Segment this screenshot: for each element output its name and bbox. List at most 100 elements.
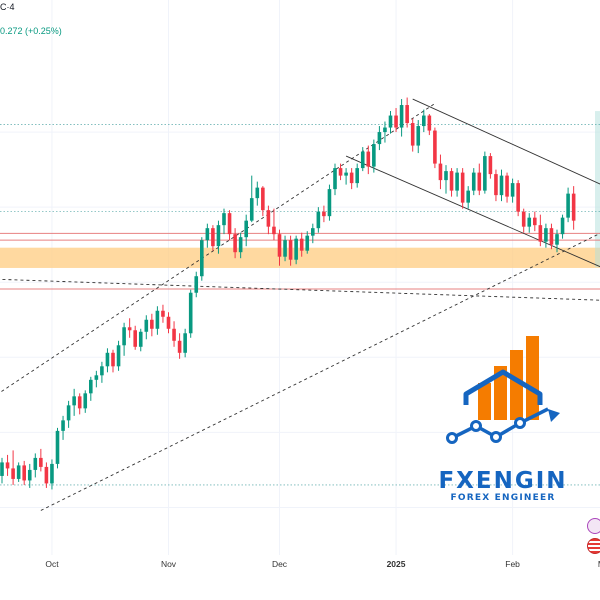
chart-grid (0, 0, 600, 555)
candle (372, 139, 376, 173)
candle (183, 328, 187, 358)
candle (89, 376, 93, 401)
candle (244, 214, 248, 247)
candle (549, 223, 554, 250)
candle-body (488, 156, 493, 175)
candle (211, 225, 215, 251)
candle (161, 304, 165, 323)
candle-body (560, 217, 565, 235)
candle (66, 400, 71, 428)
candle-body (499, 175, 504, 196)
candle-body (477, 172, 482, 191)
candle-body (155, 310, 160, 329)
candle-body (449, 171, 454, 191)
candle (333, 163, 337, 196)
candle-body (566, 193, 570, 218)
candle (460, 168, 465, 209)
candle-body (261, 187, 265, 211)
candle (349, 168, 354, 190)
candle-body (55, 430, 60, 464)
x-tick-label: 2025 (387, 559, 406, 569)
candle (261, 186, 265, 217)
x-axis: Oct Nov Dec 2025 Feb M (45, 559, 600, 569)
candles (0, 97, 576, 490)
candle-body (111, 352, 115, 367)
logo-node (490, 431, 502, 443)
candle-body (255, 187, 260, 199)
candle-body (377, 132, 382, 145)
candle (177, 333, 182, 359)
candle (433, 127, 437, 169)
candle (50, 459, 54, 490)
candle-body (471, 172, 476, 191)
candle (438, 154, 443, 190)
candle (527, 213, 532, 233)
candle-body (127, 327, 132, 331)
candle (233, 228, 237, 259)
candle (133, 325, 137, 350)
candle-body (138, 331, 143, 347)
candle-body (438, 163, 443, 181)
candle-body (316, 211, 321, 229)
candle (216, 220, 221, 254)
candle (138, 328, 143, 352)
candle (410, 118, 415, 152)
candle-body (122, 327, 126, 346)
price-change: 0.272 (+0.25%) (0, 26, 62, 36)
us-flag-icon[interactable] (587, 538, 600, 554)
brand-name: FXENGIN (438, 468, 567, 494)
rising-support-dashed (40, 232, 600, 511)
candle (100, 361, 104, 383)
candle (311, 223, 315, 244)
right-edge-highlight (595, 111, 600, 268)
candle (327, 184, 332, 221)
candle (227, 210, 232, 241)
candle-body (161, 310, 165, 317)
channel-lower (345, 155, 600, 268)
chart-levels (0, 124, 600, 486)
candle (127, 318, 132, 338)
candle-body (166, 316, 171, 329)
candle-body (44, 466, 49, 484)
candle-body (0, 462, 4, 476)
candle (61, 415, 65, 440)
candle-body (100, 366, 104, 376)
candle-body (77, 396, 82, 409)
chart-zones (0, 111, 600, 268)
candle-body (205, 228, 210, 241)
candle (194, 271, 199, 298)
candle (449, 168, 454, 197)
candle-body (299, 238, 304, 251)
candle (283, 235, 287, 262)
candle (471, 168, 476, 196)
candle-body (394, 115, 398, 128)
candle (477, 163, 482, 196)
support-zone (0, 247, 600, 268)
candle-body (272, 226, 276, 235)
candle-body (244, 220, 248, 238)
candle (316, 207, 321, 233)
candle (466, 186, 470, 209)
candle (388, 111, 393, 134)
candle (200, 237, 204, 281)
channel-upper (412, 98, 600, 185)
candle-body (427, 115, 432, 131)
candle-body (422, 115, 426, 127)
candle-body (105, 352, 110, 367)
candle (222, 208, 226, 235)
candle-body (349, 172, 354, 184)
candle-body (5, 462, 10, 469)
candle (566, 187, 570, 223)
lightning-icon[interactable] (587, 518, 600, 534)
candle-body (311, 228, 315, 236)
candle-body (177, 340, 182, 353)
candle-body (66, 405, 71, 421)
candle-body (83, 393, 88, 409)
candle-body (61, 420, 65, 431)
candle (377, 126, 382, 151)
candle-body (333, 168, 337, 190)
candle (488, 153, 493, 179)
candle-body (22, 465, 26, 481)
candle-body (288, 240, 293, 260)
